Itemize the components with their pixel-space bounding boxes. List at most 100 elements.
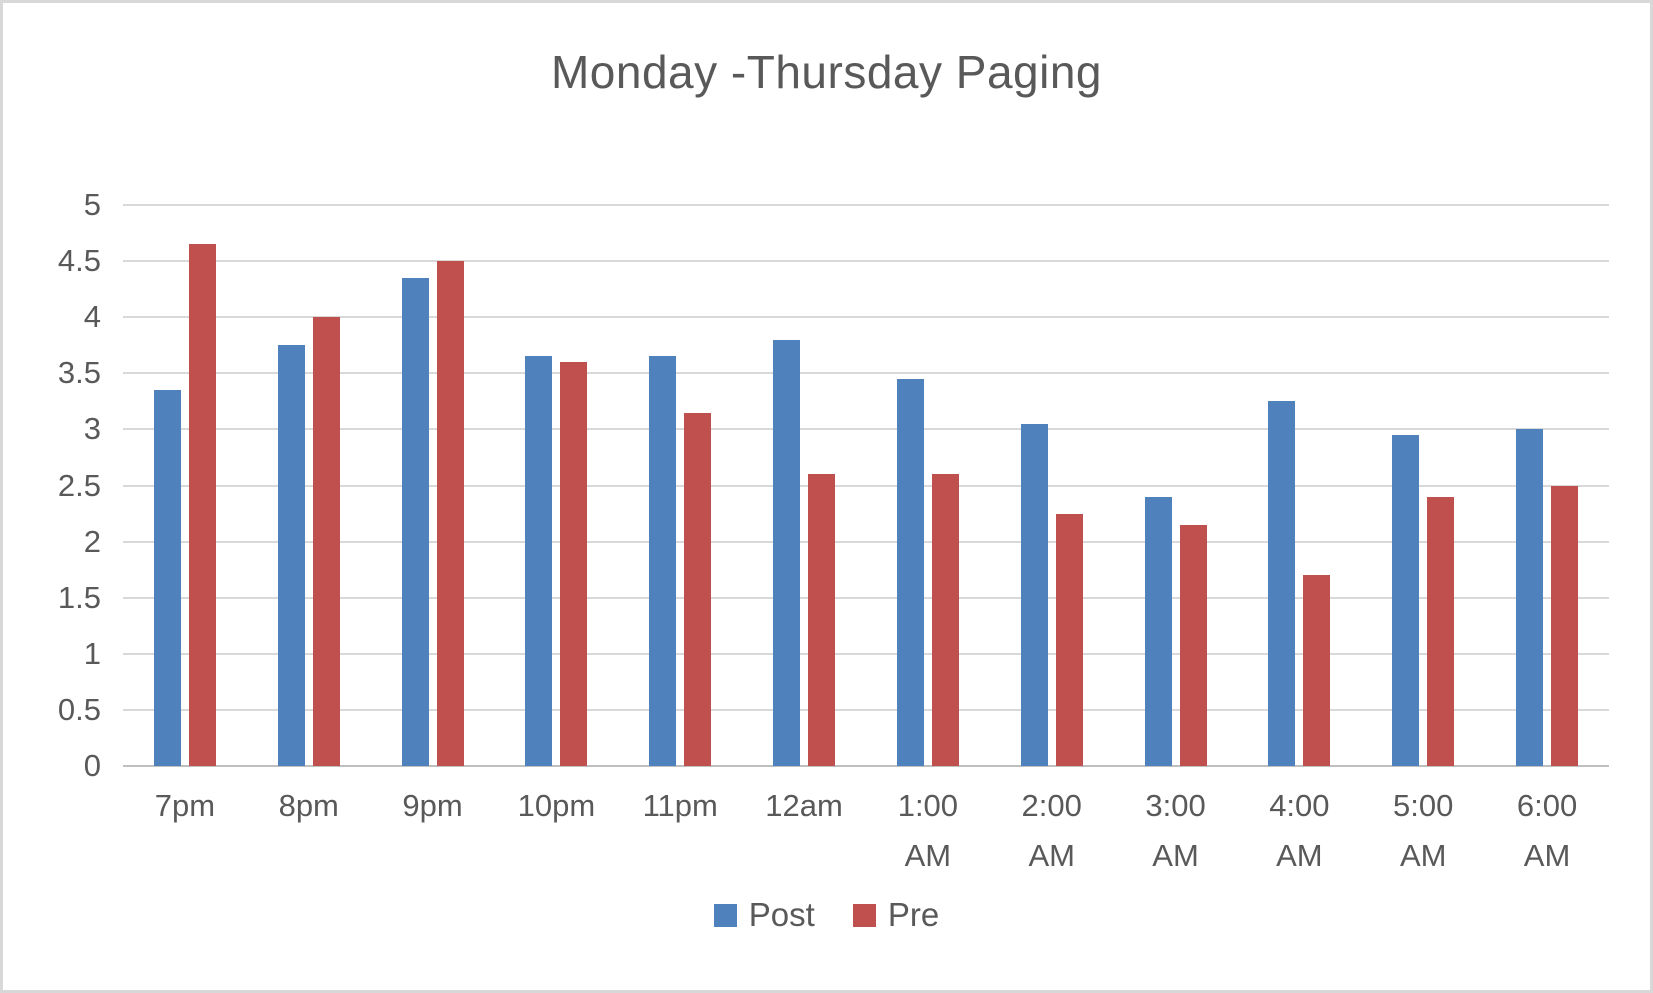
x-tick-line1: 9pm [402, 788, 463, 823]
bar-pre [1303, 575, 1331, 766]
x-tick-label: 12am [742, 781, 866, 881]
y-tick-label: 0 [83, 748, 101, 783]
bar-pre [436, 261, 464, 766]
bar-pre [312, 317, 340, 766]
y-tick-label: 3.5 [57, 355, 101, 391]
bar-pre [931, 474, 959, 766]
y-axis-labels: 5 4.5 4 3.5 3 2.5 2 1.5 1 0.5 0 [3, 187, 101, 783]
bar-pre [560, 362, 588, 766]
gridline [123, 204, 1609, 206]
category-group [371, 205, 495, 766]
x-tick-line2: AM [1028, 838, 1075, 873]
x-tick-label: 8pm [247, 781, 371, 881]
legend: Post Pre [3, 896, 1650, 934]
x-tick-line2: AM [1399, 838, 1447, 873]
legend-swatch-pre-icon [852, 903, 876, 927]
bar-post [401, 277, 429, 766]
gridline [123, 428, 1609, 431]
bar-post [1516, 429, 1544, 766]
category-group [990, 205, 1114, 766]
y-tick-label: 3 [83, 411, 101, 447]
gridline [123, 596, 1609, 599]
bar-post [1020, 423, 1048, 766]
category-group [1237, 205, 1361, 766]
bar-pre [684, 412, 712, 766]
x-tick-line2: AM [1276, 838, 1323, 873]
x-tick-line1: 6:00 [1516, 788, 1578, 823]
category-group [866, 205, 990, 766]
bar-post [1144, 496, 1172, 766]
bar-post [896, 378, 924, 766]
y-tick-label: 0.5 [57, 691, 101, 727]
category-group [742, 205, 866, 766]
bar-post [1392, 435, 1420, 766]
y-tick-label: 2.5 [57, 467, 101, 503]
y-tick-label: 4.5 [57, 243, 101, 279]
x-tick-line1: 12am [765, 788, 843, 823]
legend-item-pre: Pre [852, 896, 940, 934]
x-tick-label: 11pm [618, 781, 742, 881]
x-tick-label: 10pm [494, 781, 618, 881]
gridline [123, 484, 1609, 487]
legend-swatch-post-icon [713, 903, 737, 927]
bar-post [525, 356, 553, 766]
category-group [1361, 205, 1485, 766]
bar-post [153, 390, 181, 766]
category-group [618, 205, 742, 766]
y-tick-label: 1 [83, 635, 101, 671]
x-tick-line1: 8pm [278, 788, 339, 823]
x-axis-line [123, 765, 1609, 767]
bar-pre [188, 244, 216, 766]
y-tick-label: 4 [83, 299, 101, 335]
bars-container [123, 205, 1609, 766]
x-tick-line1: 4:00 [1269, 788, 1330, 823]
x-axis-labels: 7pm 8pm 9pm 10pm 11pm 12am 1:00 AM 2:00 AM 3:00 AM 4… [123, 781, 1609, 881]
bar-pre [1551, 485, 1579, 766]
chart-title: Monday -Thursday Paging [550, 46, 1102, 98]
x-tick-label: 6:00 AM [1485, 781, 1609, 881]
bar-post [649, 356, 677, 766]
bar-pre [1055, 513, 1083, 766]
x-tick-label: 2:00 AM [990, 781, 1114, 881]
bar-pre [1179, 524, 1207, 766]
legend-label: Pre [887, 896, 940, 933]
gridline [123, 708, 1609, 711]
x-tick-label: 3:00 AM [1114, 781, 1238, 881]
x-tick-label: 7pm [123, 781, 247, 881]
legend-label: Post [748, 896, 815, 933]
gridline [123, 316, 1609, 319]
gridline [123, 260, 1609, 263]
bar-pre [1427, 496, 1455, 766]
x-tick-line1: 2:00 [1021, 788, 1082, 823]
x-tick-label: 5:00 AM [1361, 781, 1485, 881]
bar-post [277, 345, 305, 766]
gridline [123, 652, 1609, 655]
bar-post [1268, 401, 1296, 766]
x-tick-line2: AM [904, 838, 952, 873]
bar-post [773, 339, 801, 766]
category-group [123, 205, 247, 766]
category-group [494, 205, 618, 766]
x-tick-label: 1:00 AM [866, 781, 990, 881]
x-tick-label: 9pm [371, 781, 495, 881]
x-tick-line2: AM [1523, 838, 1571, 873]
x-tick-line1: 5:00 [1393, 788, 1454, 823]
category-group [247, 205, 371, 766]
bar-pre [808, 474, 836, 766]
category-group [1485, 205, 1609, 766]
x-tick-label: 4:00 AM [1237, 781, 1361, 881]
y-tick-label: 1.5 [57, 579, 101, 615]
x-tick-line1: 1:00 [897, 788, 959, 823]
plot-area [123, 204, 1609, 767]
x-tick-line1: 11pm [642, 788, 718, 823]
y-tick-label: 2 [83, 523, 101, 559]
x-tick-line1: 3:00 [1145, 788, 1206, 823]
x-tick-line2: AM [1152, 838, 1199, 873]
x-tick-line1: 7pm [154, 788, 216, 823]
y-tick-label: 5 [83, 187, 101, 222]
category-group [1114, 205, 1238, 766]
legend-item-post: Post [713, 896, 815, 934]
gridline [123, 372, 1609, 375]
x-tick-line1: 10pm [517, 788, 596, 823]
